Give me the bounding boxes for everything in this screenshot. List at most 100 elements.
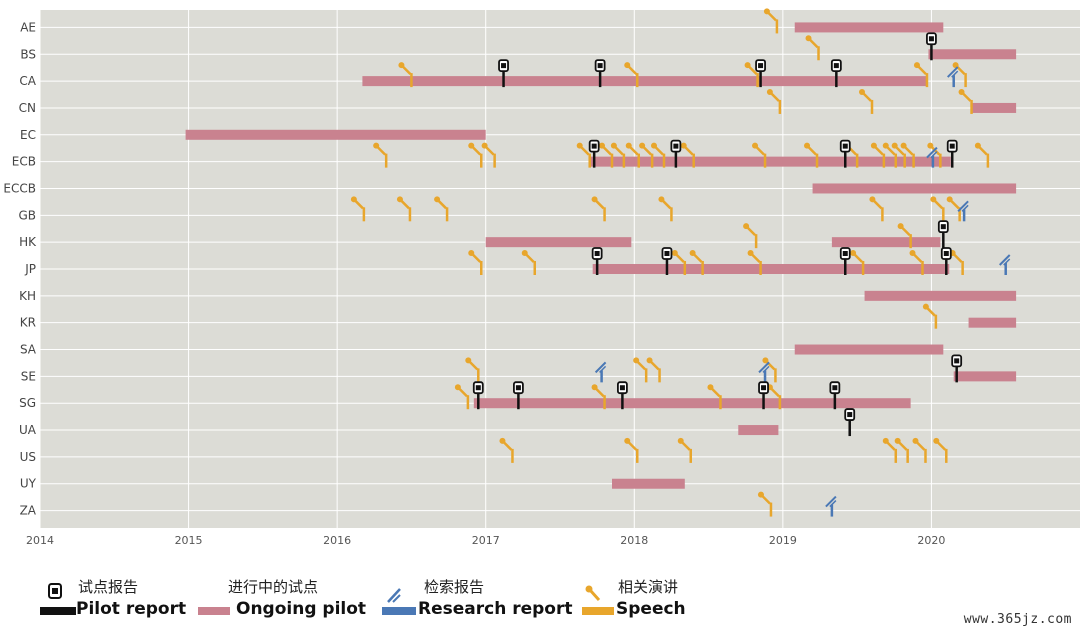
speech-mic-handle xyxy=(903,145,914,156)
y-tick-label: JP xyxy=(24,262,36,276)
speech-mic-handle xyxy=(872,199,883,210)
speech-marker xyxy=(499,437,514,463)
pilot-report-marker xyxy=(758,381,769,410)
speech-marker xyxy=(707,384,722,410)
y-tick-label: KR xyxy=(20,316,36,330)
y-tick-label: SA xyxy=(20,343,37,357)
y-tick-label: ECCB xyxy=(3,181,36,195)
pilot-report-icon xyxy=(40,583,76,615)
legend-speech-en: Speech xyxy=(616,599,686,619)
pilot-report-inner xyxy=(949,143,955,149)
speech-mic-handle xyxy=(594,199,605,210)
speech-marker xyxy=(591,196,606,222)
speech-mic-handle xyxy=(401,65,412,75)
speech-mic-handle xyxy=(354,199,364,210)
speech-mic-handle xyxy=(978,145,988,156)
speech-marker xyxy=(912,437,927,463)
speech-marker xyxy=(927,142,942,168)
speech-mic-handle xyxy=(770,387,780,398)
pilot-report-inner xyxy=(842,251,848,256)
ongoing-pilot-bar xyxy=(812,183,1017,194)
pilot-report-inner xyxy=(594,251,600,256)
speech-marker xyxy=(946,196,961,222)
y-tick-label: HK xyxy=(19,235,37,249)
speech-mic-handle xyxy=(674,253,685,263)
speech-mic-handle xyxy=(755,145,765,156)
y-tick-label: ECB xyxy=(12,155,36,169)
speech-icon xyxy=(582,585,614,615)
pilot-report-marker xyxy=(588,139,600,168)
speech-marker xyxy=(651,142,666,168)
speech-mic-handle xyxy=(885,441,896,451)
speech-marker xyxy=(859,88,874,114)
speech-mic-handle xyxy=(770,92,780,102)
speech-marker xyxy=(468,250,483,275)
x-tick-label: 2016 xyxy=(323,534,351,547)
speech-mic-handle xyxy=(862,92,872,102)
research-stroke-1 xyxy=(594,361,607,374)
pilot-report-inner xyxy=(619,385,625,391)
speech-marker xyxy=(434,196,449,222)
research-stroke-1 xyxy=(926,146,938,159)
pilot-report-marker xyxy=(755,59,766,88)
ongoing-pilot-bar xyxy=(971,102,1017,113)
speech-mic-handle xyxy=(930,145,941,156)
watermark: www.365jz.com xyxy=(963,612,1072,627)
research-report-marker xyxy=(957,200,969,222)
pilot-report-inner xyxy=(842,143,848,149)
x-tick-label: 2018 xyxy=(620,534,648,547)
speech-mic-handle xyxy=(926,306,936,317)
x-tick-label: 2015 xyxy=(175,534,203,547)
pilot-report-marker xyxy=(937,220,949,249)
legend: 试点报告 Pilot report 进行中的试点 Ongoing pilot 检… xyxy=(0,572,1080,632)
x-tick-label: 2020 xyxy=(917,534,945,547)
ongoing-pilot-bar xyxy=(185,129,486,140)
speech-marker xyxy=(610,142,626,168)
speech-mic-handle xyxy=(468,360,479,371)
speech-marker xyxy=(870,142,886,168)
timeline-chart: 2014 2015 2016 2017 2018 2019 2020 AE BS CA CN EC EC… xyxy=(3,8,1080,547)
speech-mic-handle xyxy=(761,494,771,505)
research-stroke-1 xyxy=(825,495,837,508)
pilot-report-marker xyxy=(661,247,673,275)
pilot-report-marker xyxy=(830,59,842,88)
pilot-report-inner xyxy=(664,251,670,256)
ongoing-pilot-bar xyxy=(831,237,941,248)
speech-mic-handle xyxy=(747,65,758,75)
speech-mic-handle xyxy=(661,199,672,210)
speech-marker xyxy=(591,384,606,410)
ongoing-pilot-swatch xyxy=(198,607,230,615)
speech-mic-handle xyxy=(642,145,652,156)
speech-marker xyxy=(909,250,924,275)
speech-marker xyxy=(465,357,480,383)
speech-marker xyxy=(850,250,865,275)
pilot-report-marker xyxy=(844,408,856,437)
speech-marker xyxy=(680,142,695,168)
ongoing-pilot-bar xyxy=(794,22,944,33)
ongoing-pilot-bar xyxy=(953,371,1017,382)
pilot-report-inner xyxy=(847,412,853,418)
x-tick-label: 2019 xyxy=(769,534,797,547)
speech-marker xyxy=(752,142,767,168)
research-report-marker xyxy=(758,361,770,383)
speech-mic-handle xyxy=(900,226,911,237)
pilot-report-inner xyxy=(928,36,934,42)
pilot-report-inner xyxy=(943,251,949,256)
pilot-report-inner xyxy=(761,385,767,391)
speech-mic-handle xyxy=(912,253,923,263)
speech-marker xyxy=(625,142,640,168)
pilot-report-inner xyxy=(501,63,507,69)
ongoing-pilot-bar xyxy=(362,76,927,87)
speech-marker xyxy=(744,62,759,88)
research-report-icon xyxy=(382,588,416,615)
pilot-report-inner xyxy=(515,385,521,391)
speech-mic-handle xyxy=(767,11,777,22)
speech-marker xyxy=(658,196,673,222)
speech-mic-handle xyxy=(471,145,482,156)
speech-mic-handle xyxy=(746,226,756,237)
ongoing-pilot-bar xyxy=(589,156,951,167)
pilot-report-inner xyxy=(758,63,764,69)
ongoing-pilot-bar xyxy=(612,478,685,489)
legend-research-en: Research report xyxy=(418,599,573,619)
pilot-report-marker xyxy=(617,381,628,410)
